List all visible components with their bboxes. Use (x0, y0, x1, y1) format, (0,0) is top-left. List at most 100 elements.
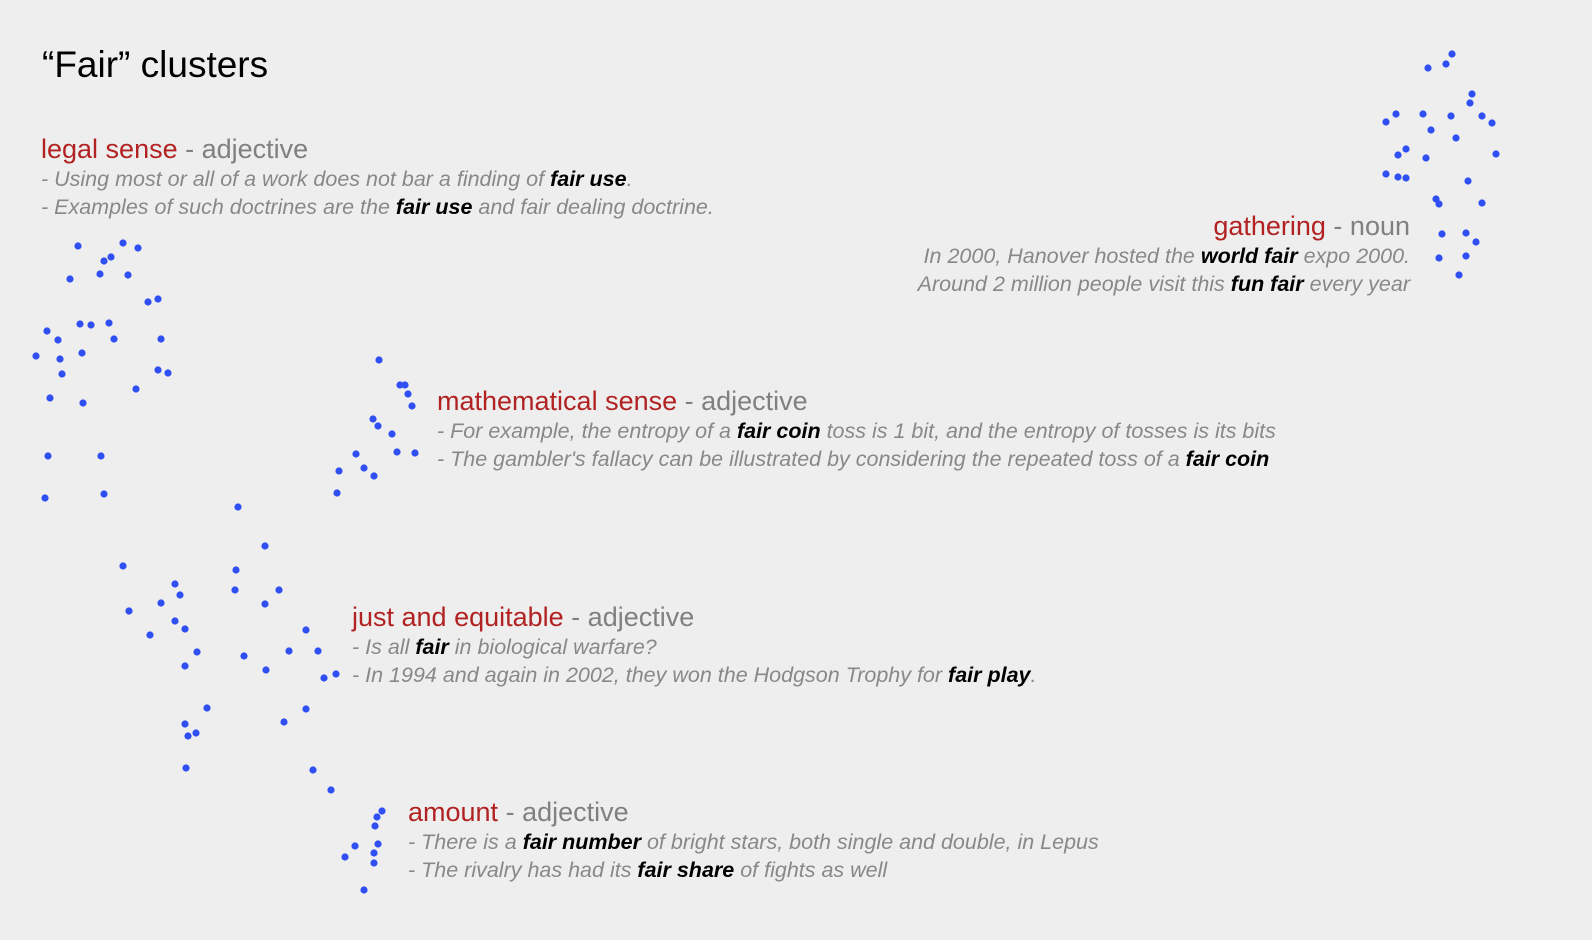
embedding-point (374, 422, 382, 430)
embedding-point (341, 853, 349, 861)
embedding-point (79, 399, 87, 407)
embedding-point (157, 599, 165, 607)
embedding-point (1422, 154, 1430, 162)
embedding-point (378, 807, 386, 815)
embedding-point (134, 244, 142, 252)
part-of-speech: adjective (701, 386, 808, 416)
embedding-point (43, 327, 51, 335)
example-sentence: - In 1994 and again in 2002, they won th… (352, 663, 1037, 687)
embedding-point (1462, 229, 1470, 237)
embedding-point (280, 718, 288, 726)
highlighted-phrase: fair use (395, 195, 473, 219)
sense-legal: legal sense - adjective - Using most or … (41, 133, 714, 221)
highlighted-phrase: fair use (550, 167, 627, 191)
sense-mathematical: mathematical sense - adjective - For exa… (437, 385, 1276, 473)
embedding-point (314, 647, 322, 655)
embedding-point (396, 381, 404, 389)
embedding-point (333, 489, 341, 497)
embedding-point (1452, 134, 1460, 142)
embedding-point (107, 253, 115, 261)
embedding-point (1468, 90, 1476, 98)
embedding-point (181, 662, 189, 670)
embedding-point (261, 542, 269, 550)
embedding-point (1424, 64, 1432, 72)
embedding-point (32, 352, 40, 360)
embedding-point (1442, 60, 1450, 68)
embedding-point (302, 626, 310, 634)
embedding-point (46, 394, 54, 402)
embedding-point (76, 320, 84, 328)
embedding-point (1472, 238, 1480, 246)
embedding-point (388, 430, 396, 438)
embedding-point (408, 402, 416, 410)
embedding-point (1394, 151, 1402, 159)
embedding-point (119, 562, 127, 570)
sense-separator: - (677, 386, 702, 416)
sense-heading: mathematical sense - adjective (437, 385, 1276, 417)
embedding-point (78, 349, 86, 357)
example-sentence: - For example, the entropy of a fair coi… (437, 419, 1276, 443)
part-of-speech: adjective (201, 134, 309, 164)
embedding-point (309, 766, 317, 774)
highlighted-phrase: fair play (948, 663, 1031, 687)
embedding-point (240, 652, 248, 660)
embedding-point (302, 705, 310, 713)
sense-separator: - (177, 134, 202, 164)
embedding-point (146, 631, 154, 639)
embedding-point (370, 849, 378, 857)
embedding-point (1447, 112, 1455, 120)
embedding-point (176, 591, 184, 599)
embedding-point (393, 448, 401, 456)
embedding-point (41, 494, 49, 502)
sense-label: gathering (1213, 211, 1326, 241)
example-sentence: - Examples of such doctrines are the fai… (41, 195, 714, 219)
sense-label: amount (408, 797, 499, 827)
embedding-point (66, 275, 74, 283)
highlighted-phrase: fair coin (736, 419, 821, 443)
embedding-point (231, 586, 239, 594)
embedding-point (1438, 230, 1446, 238)
highlighted-phrase: world fair (1200, 244, 1298, 268)
embedding-point (1455, 271, 1463, 279)
embedding-point (275, 586, 283, 594)
highlighted-phrase: fair share (637, 858, 735, 882)
sense-separator: - (563, 602, 588, 632)
embedding-point (1435, 254, 1443, 262)
embedding-point (125, 607, 133, 615)
embedding-point (110, 335, 118, 343)
sense-heading: just and equitable - adjective (352, 601, 1036, 633)
highlighted-phrase: fair coin (1185, 447, 1270, 471)
example-sentence: - The rivalry has had its fair share of … (408, 858, 888, 882)
sense-just-and-equitable: just and equitable - adjective - Is all … (352, 601, 1036, 689)
embedding-point (58, 370, 66, 378)
embedding-point (171, 580, 179, 588)
embedding-point (1478, 112, 1486, 120)
embedding-point (370, 472, 378, 480)
embedding-point (164, 369, 172, 377)
embedding-point (375, 356, 383, 364)
embedding-point (1464, 177, 1472, 185)
embedding-point (56, 355, 64, 363)
sense-label: just and equitable (352, 602, 564, 632)
embedding-point (1427, 126, 1435, 134)
embedding-point (261, 600, 269, 608)
embedding-point (360, 464, 368, 472)
embedding-point (1462, 252, 1470, 260)
embedding-point (1402, 174, 1410, 182)
embedding-point (1478, 199, 1486, 207)
embedding-point (44, 452, 52, 460)
sense-label: legal sense (41, 134, 178, 164)
embedding-point (96, 270, 104, 278)
sense-heading: gathering - noun (918, 210, 1410, 242)
embedding-point (401, 381, 409, 389)
embedding-point (369, 415, 377, 423)
embedding-point (335, 467, 343, 475)
part-of-speech: noun (1349, 211, 1410, 241)
example-sentence: - There is a fair number of bright stars… (408, 830, 1099, 854)
highlighted-phrase: fun fair (1230, 272, 1304, 296)
embedding-point (182, 764, 190, 772)
sense-amount: amount - adjective - There is a fair num… (408, 796, 1099, 884)
embedding-point (352, 450, 360, 458)
embedding-point (100, 257, 108, 265)
example-sentence: - Is all fair in biological warfare? (352, 635, 657, 659)
